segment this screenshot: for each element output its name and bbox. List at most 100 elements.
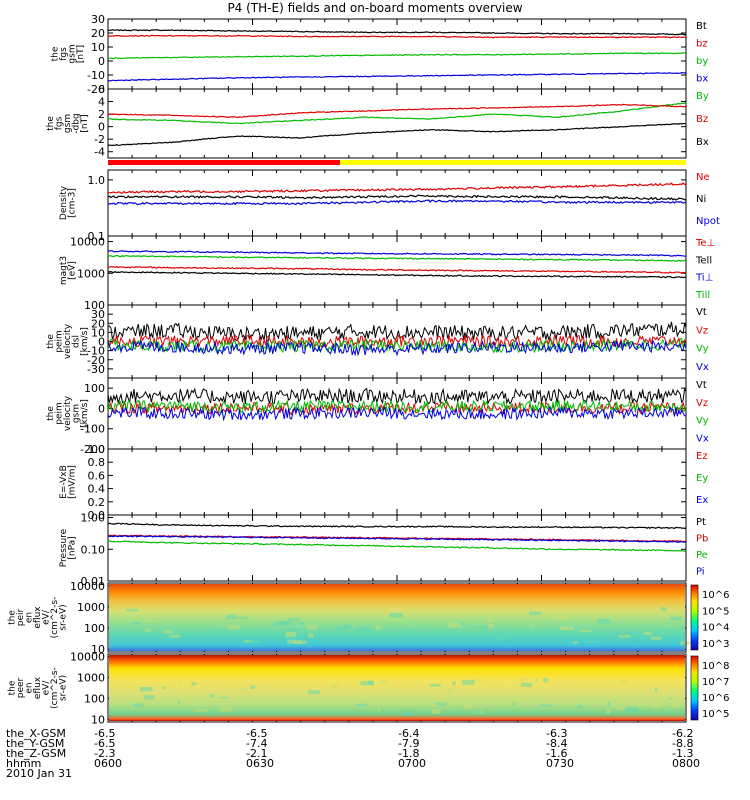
y-axis-label: [mV/m] <box>67 465 77 499</box>
y-axis-label: the <box>46 116 56 131</box>
y-tick-label: 0 <box>98 55 105 68</box>
y-tick-label: 0.2 <box>88 496 106 509</box>
spectrogram-texture <box>308 690 321 695</box>
colorbar-label: 10^6 <box>702 693 729 704</box>
series-line-Ne <box>107 182 687 194</box>
y-tick-label: 0.1 <box>88 230 106 243</box>
spectrogram-texture <box>278 621 289 624</box>
orbit-value: -2.1 <box>246 747 268 760</box>
orbit-value: -6.4 <box>398 727 420 740</box>
y-tick-label: 1000 <box>77 267 105 280</box>
y-tick-label: 0 <box>98 402 105 415</box>
spectrogram-texture <box>554 697 564 700</box>
spectrogram-texture <box>668 697 672 700</box>
spectrogram-texture <box>602 634 609 637</box>
spectrogram-texture <box>459 622 464 625</box>
spectrogram-texture <box>520 677 528 682</box>
series-line-Vx <box>107 339 687 357</box>
spectrogram-texture <box>446 688 454 692</box>
spectrogram-texture <box>650 704 661 708</box>
legend-Pe: Pe <box>696 550 708 561</box>
y-axis-label: gsm <box>72 404 82 423</box>
y-axis-label: eV/ <box>42 609 52 625</box>
y-axis-label: (cm^2-s- <box>50 667 60 709</box>
spectrogram-texture <box>431 703 438 707</box>
spectrogram-texture <box>531 625 534 629</box>
spectrogram-texture <box>145 628 152 632</box>
spectrogram-texture <box>474 625 489 628</box>
spectrogram-texture <box>169 634 181 638</box>
spectrogram-texture <box>497 635 511 640</box>
colorbar-label: 10^7 <box>702 677 729 688</box>
y-axis-label: (cm^2-s- <box>50 597 60 639</box>
y-axis-label: [cm-3] <box>67 188 77 218</box>
orbit-row-label: the_X-GSM <box>6 727 66 740</box>
colorbar <box>690 655 699 721</box>
y-axis-label: peer <box>16 677 26 698</box>
legend-Ne: Ne <box>696 172 710 183</box>
y-tick-label: -200 <box>80 443 105 456</box>
y-axis-label: [nT] <box>76 45 86 63</box>
y-axis-label: [km/s] <box>80 399 90 428</box>
spectrogram-texture <box>273 621 286 626</box>
orbit-value: 0730 <box>546 757 574 770</box>
orbit-value: -6.3 <box>546 727 568 740</box>
colorbar-label: 10^3 <box>702 639 729 650</box>
series-line-Vx <box>107 405 687 422</box>
spectrogram-texture <box>375 625 381 630</box>
legend-Bx: Bx <box>696 137 709 148</box>
y-tick-label: 0.0 <box>88 509 106 522</box>
series-line-Npot <box>107 199 687 206</box>
orbit-value: -1.6 <box>546 747 568 760</box>
y-tick-label: 100 <box>84 622 105 635</box>
y-tick-label: 2 <box>98 108 105 121</box>
y-axis-label: [km/s] <box>80 327 90 356</box>
spectrogram-texture <box>377 708 381 712</box>
series-line-Pi <box>107 535 687 543</box>
spectrogram-texture <box>418 609 425 614</box>
series-line-bx <box>107 71 687 82</box>
spectrogram-texture <box>572 641 579 644</box>
series-line-by <box>107 52 687 60</box>
spectrogram-texture <box>531 678 539 683</box>
colorbar-label: 10^6 <box>702 590 729 601</box>
orbit-value: 0600 <box>94 757 122 770</box>
spectrogram-texture <box>143 695 155 700</box>
spectrogram-texture <box>435 702 448 706</box>
spectrogram-texture <box>360 681 374 686</box>
spectrogram-texture <box>670 616 682 621</box>
spectrogram-texture <box>336 626 349 631</box>
legend-Bt: Bt <box>696 21 707 32</box>
spectrogram-texture <box>576 705 583 709</box>
y-tick-label: 30 <box>91 13 105 26</box>
orbit-value: 0630 <box>246 757 274 770</box>
spectrogram-texture <box>487 619 494 623</box>
spectrogram-texture <box>624 707 639 712</box>
series-line-bz <box>107 34 687 39</box>
spectrogram-texture <box>132 703 144 708</box>
spectrogram-texture <box>506 693 517 697</box>
spectrogram-texture <box>285 631 297 637</box>
y-axis-label: peim <box>55 402 65 425</box>
spectrogram-texture <box>388 637 392 641</box>
spectrogram-texture <box>462 679 475 685</box>
y-axis-label: velocity <box>63 323 73 359</box>
spectrogram-texture <box>447 623 462 628</box>
legend-Ti⊥: Ti⊥ <box>695 273 713 284</box>
spectrogram-texture <box>287 628 300 632</box>
legend-Vz: Vz <box>696 325 708 336</box>
orbit-value: -7.4 <box>246 737 268 750</box>
y-tick-label: 10000 <box>70 236 105 249</box>
y-axis-label: the <box>46 334 56 349</box>
spectrogram-texture <box>243 640 253 643</box>
orbit-value: -8.4 <box>546 737 568 750</box>
y-tick-label: 10 <box>91 41 105 54</box>
orbit-value: 0800 <box>672 757 700 770</box>
panel-temperature: magt3[eV] 10000 1000 100 Te⊥ Tell Ti⊥ Till <box>59 235 715 312</box>
orbit-value: 0700 <box>398 757 426 770</box>
spectrogram-texture <box>579 630 592 633</box>
orbit-value: -1.3 <box>672 747 694 760</box>
spectrogram-texture <box>654 687 658 692</box>
series-line-Pe <box>107 540 687 552</box>
series-line-Ni <box>107 194 687 201</box>
